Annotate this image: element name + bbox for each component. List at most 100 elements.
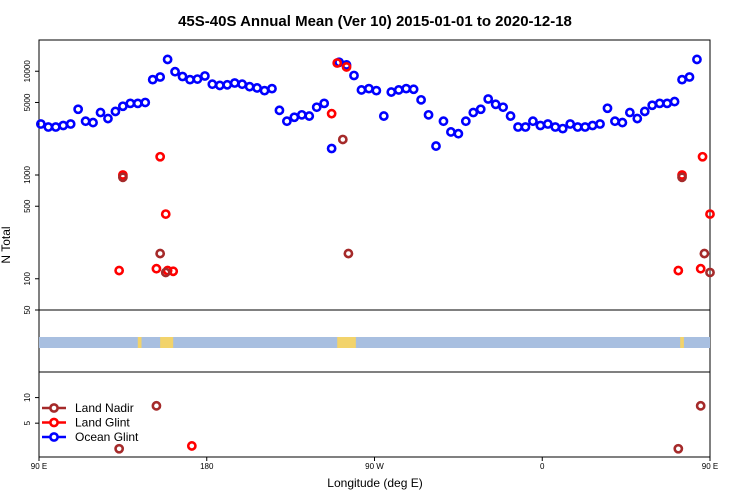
legend-label-land-nadir: Land Nadir (75, 401, 134, 415)
point-ocean-glint (498, 102, 509, 113)
x-axis: 90 E 180 90 W 0 90 E (31, 457, 718, 471)
legend-marker-ocean-glint (49, 432, 59, 442)
point-ocean-glint (177, 71, 188, 82)
point-ocean-glint (326, 143, 337, 154)
point-ocean-glint (88, 117, 98, 128)
point-ocean-glint (356, 85, 367, 95)
point-ocean-glint (35, 119, 46, 129)
point-ocean-glint (207, 79, 218, 90)
point-land-nadir (343, 248, 354, 259)
chart-title: 45S-40S Annual Mean (Ver 10) 2015-01-01 … (178, 13, 572, 30)
point-land-nadir (337, 134, 348, 145)
point-ocean-glint (185, 74, 195, 85)
point-ocean-glint (319, 98, 330, 109)
point-land-glint (341, 62, 352, 72)
point-land-nadir (695, 400, 706, 411)
y-tick-label: 500 (23, 199, 32, 213)
point-ocean-glint (170, 66, 180, 77)
point-ocean-glint (259, 85, 270, 96)
point-ocean-glint (95, 107, 106, 118)
legend-marker-land-glint (49, 417, 59, 428)
y-axis-lower: 5 10 (23, 393, 39, 425)
point-ocean-glint (386, 87, 397, 97)
point-ocean-glint (468, 107, 479, 118)
point-ocean-glint (199, 71, 210, 81)
point-land-nadir (155, 248, 166, 259)
point-ocean-glint (162, 54, 173, 65)
point-ocean-glint (281, 116, 292, 127)
point-ocean-glint (535, 120, 546, 131)
point-ocean-glint (274, 105, 285, 116)
point-ocean-glint (73, 104, 84, 115)
y-tick-label: 10 (23, 393, 32, 402)
point-ocean-glint (520, 122, 531, 132)
legend-marker-land-nadir (49, 403, 59, 413)
point-ocean-glint (550, 122, 561, 132)
point-ocean-glint (117, 101, 128, 112)
point-ocean-glint (65, 119, 76, 129)
point-ocean-glint (43, 122, 54, 132)
point-ocean-glint (647, 100, 658, 111)
point-ocean-glint (654, 98, 665, 109)
point-ocean-glint (662, 98, 673, 109)
point-land-nadir (160, 267, 171, 278)
point-land-nadir (151, 400, 162, 411)
point-ocean-glint (669, 96, 680, 107)
point-ocean-glint (624, 107, 635, 118)
point-ocean-glint (408, 84, 419, 95)
point-ocean-glint (103, 113, 113, 124)
point-ocean-glint (595, 119, 605, 129)
y-tick-label: 5000 (23, 93, 32, 111)
legend-label-land-glint: Land Glint (75, 416, 130, 430)
point-ocean-glint (505, 111, 516, 121)
x-tick-label: 180 (200, 462, 214, 471)
x-tick-label: 0 (540, 462, 545, 471)
point-land-glint (332, 58, 343, 68)
point-ocean-glint (155, 72, 166, 82)
land-span-2 (337, 337, 356, 348)
ocean-band (39, 337, 710, 348)
y-tick-label: 5 (23, 420, 32, 425)
point-ocean-glint (460, 116, 471, 127)
y-axis-label: N Total (0, 226, 13, 263)
point-land-nadir (673, 443, 684, 454)
y-axis-upper: 50 100 500 1000 5000 10000 (23, 60, 39, 314)
x-tick-label: 90 E (31, 462, 47, 471)
point-ocean-glint (453, 128, 464, 139)
point-land-glint (697, 151, 708, 162)
land-span-3 (680, 337, 684, 348)
point-land-glint (705, 209, 715, 219)
point-ocean-glint (140, 97, 151, 108)
point-land-glint (695, 263, 706, 274)
point-ocean-glint (80, 116, 91, 127)
point-ocean-glint (677, 74, 687, 85)
point-ocean-glint (416, 94, 426, 105)
land-span-1 (160, 337, 174, 348)
point-ocean-glint (110, 106, 121, 117)
point-ocean-glint (528, 116, 538, 127)
data-points (35, 54, 715, 454)
point-ocean-glint (423, 109, 434, 120)
point-ocean-glint (147, 74, 158, 85)
point-ocean-glint (684, 72, 695, 82)
legend-label-ocean-glint: Ocean Glint (75, 430, 139, 444)
point-ocean-glint (364, 83, 374, 94)
point-ocean-glint (371, 85, 382, 96)
point-land-glint (151, 263, 162, 274)
point-land-nadir (677, 172, 687, 183)
point-ocean-glint (252, 83, 262, 93)
point-ocean-glint (542, 119, 553, 129)
point-ocean-glint (557, 123, 568, 134)
point-ocean-glint (565, 119, 576, 129)
point-ocean-glint (632, 113, 643, 124)
point-ocean-glint (483, 94, 494, 104)
point-ocean-glint (58, 120, 69, 131)
point-ocean-glint (378, 111, 389, 121)
point-ocean-glint (393, 85, 404, 95)
point-land-glint (155, 151, 166, 162)
point-land-glint (673, 265, 684, 276)
point-ocean-glint (617, 117, 628, 128)
point-ocean-glint (132, 98, 143, 109)
